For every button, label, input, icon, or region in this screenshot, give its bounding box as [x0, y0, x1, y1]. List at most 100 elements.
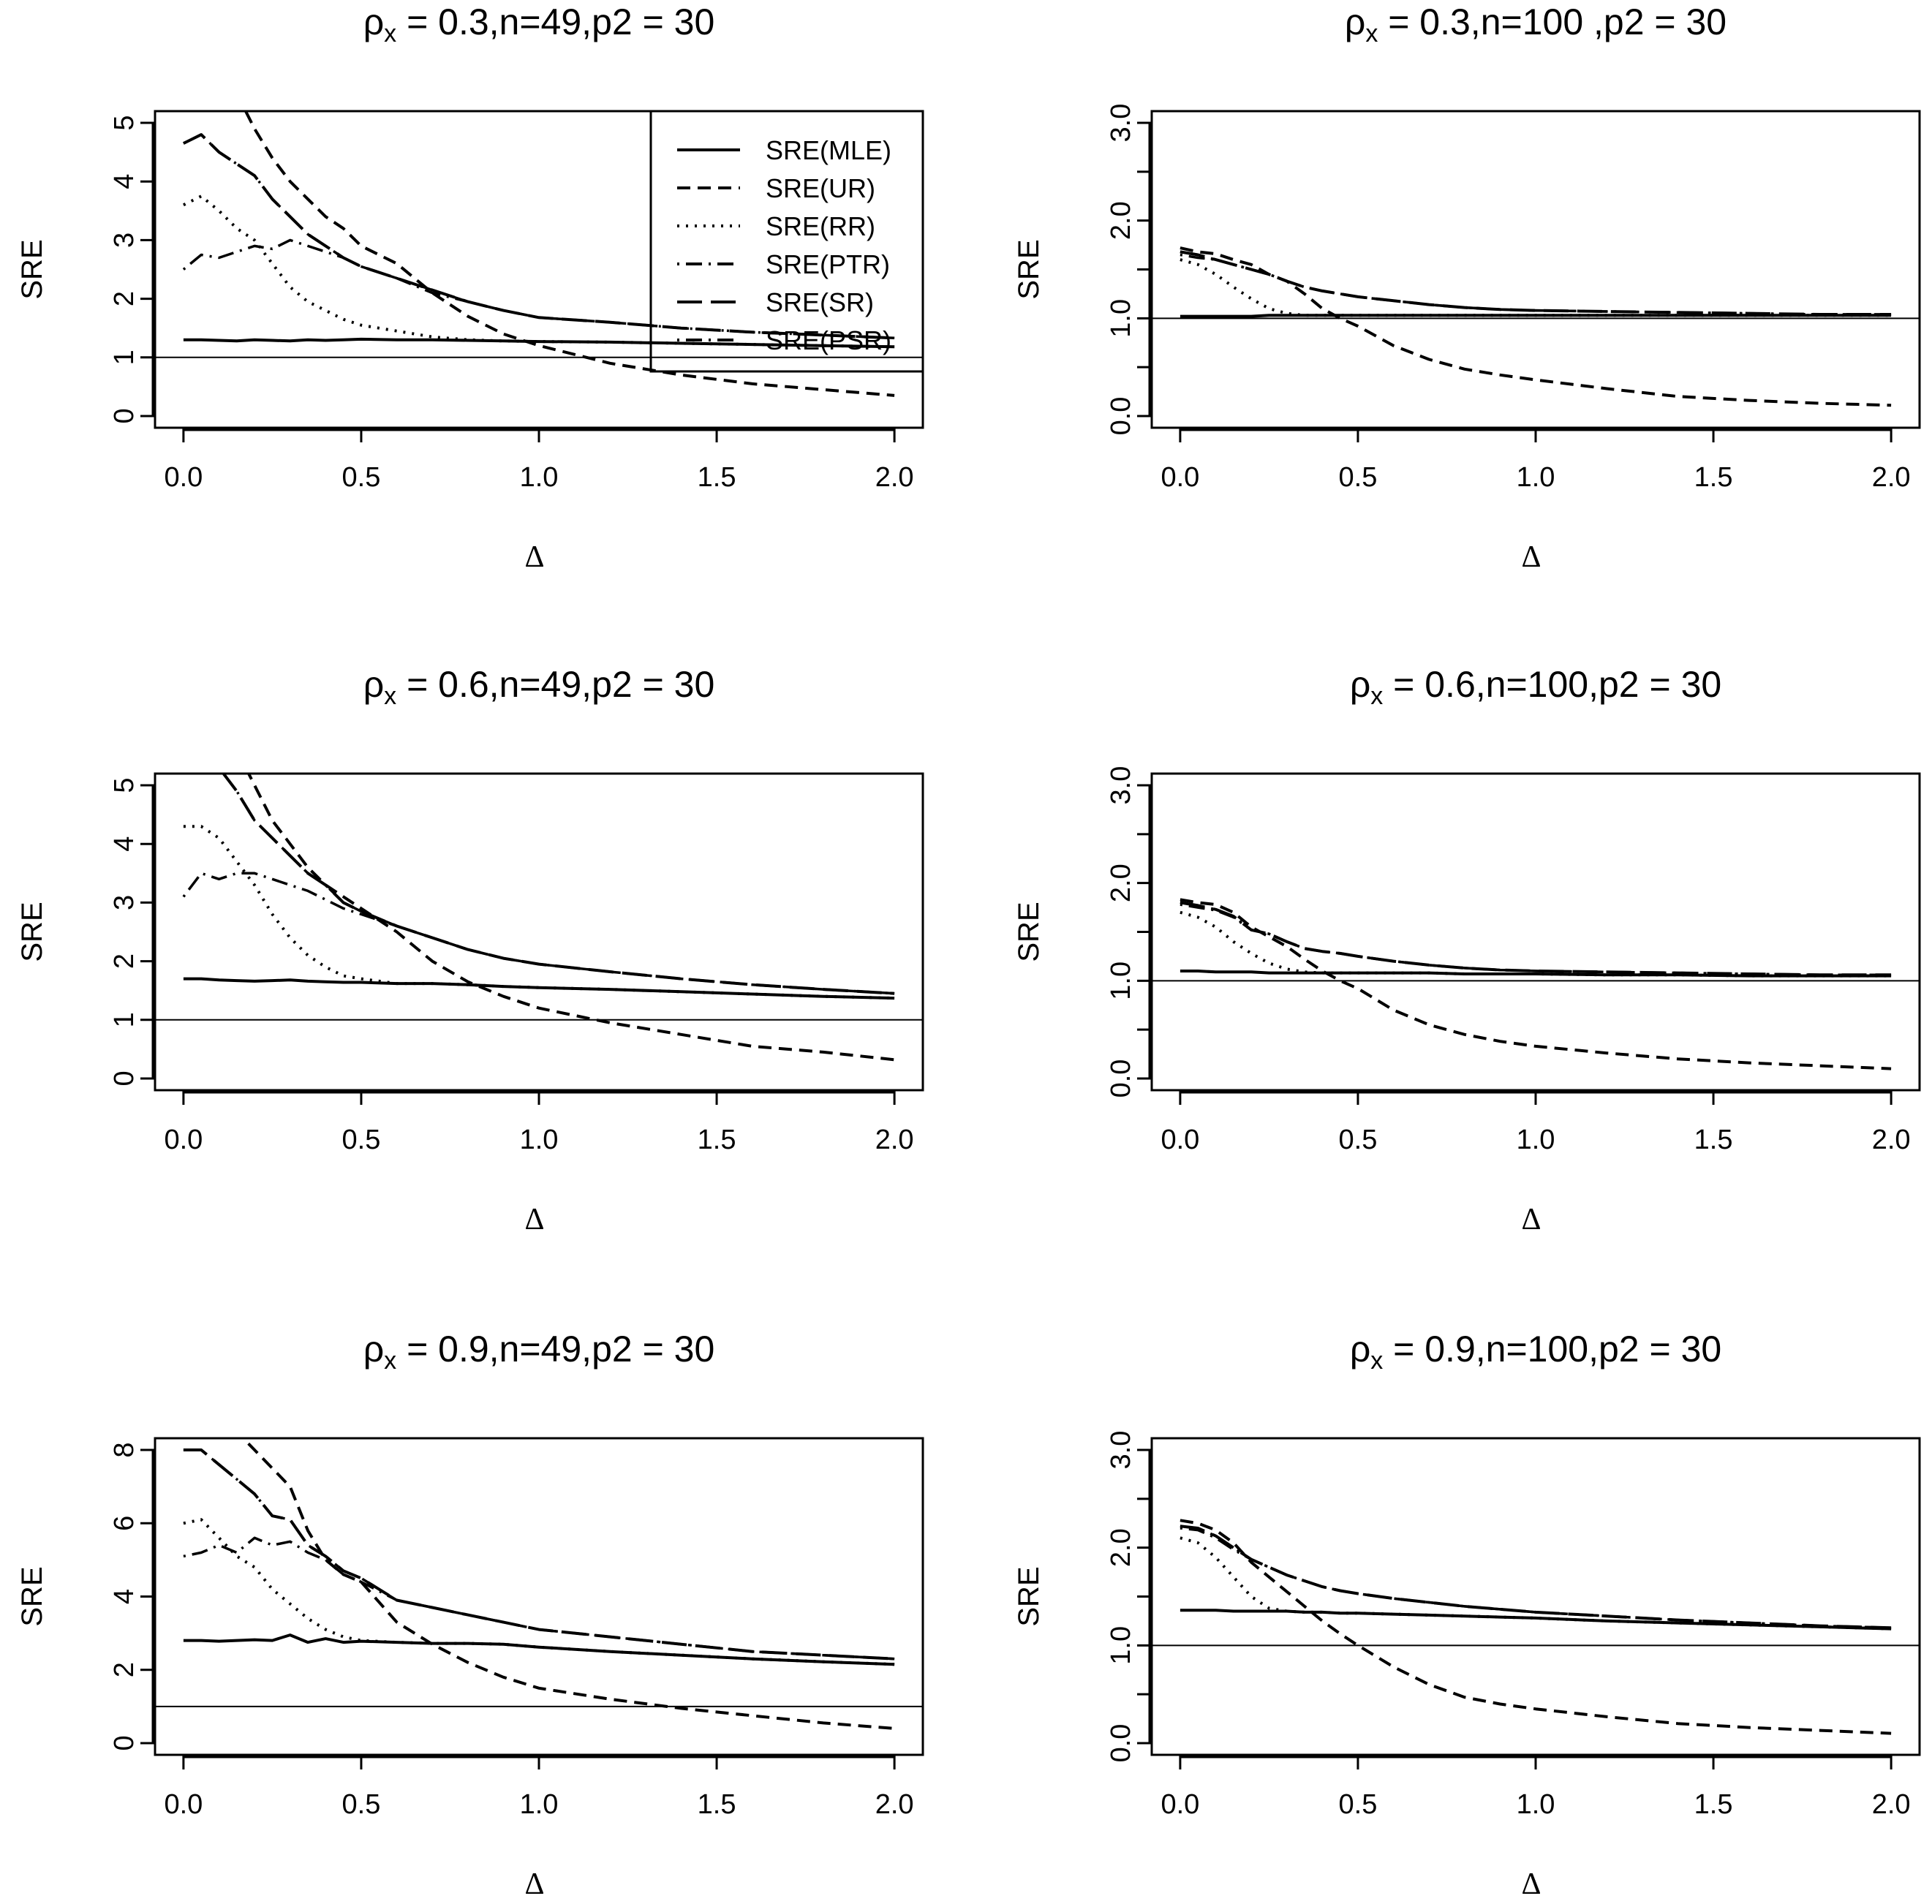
panel-title: ρx = 0.9,n=49,p2 = 30: [363, 1329, 715, 1375]
y-tick-label: 5: [109, 115, 140, 130]
x-tick-label: 0.0: [1161, 1789, 1199, 1820]
x-tick-label: 0.0: [164, 462, 203, 493]
x-tick-label: 0.5: [342, 462, 381, 493]
x-axis-label: Δ: [1521, 1867, 1541, 1901]
y-tick-label: 1: [109, 1012, 140, 1027]
y-tick-label: 4: [109, 174, 140, 189]
plot-frame: [1150, 110, 1921, 429]
y-tick-label: 4: [109, 1589, 140, 1604]
x-tick-label: 1.5: [698, 462, 736, 493]
y-tick-label: 3.0: [1106, 1431, 1136, 1470]
y-tick-label: 6: [109, 1516, 140, 1531]
y-tick-label: 3.0: [1106, 766, 1136, 805]
series-line-sre-ur: [1180, 1519, 1892, 1735]
series-line-sre-psr: [183, 133, 895, 340]
series-line-sre-ptr: [1180, 253, 1892, 316]
series-line-sre-mle: [1180, 314, 1892, 318]
y-tick-label: 1: [109, 350, 140, 365]
x-tick-label: 1.0: [520, 1789, 559, 1820]
x-tick-label: 0.5: [342, 1125, 381, 1155]
x-tick-label: 2.0: [875, 462, 914, 493]
y-tick-label: 5: [109, 777, 140, 793]
chart-panel-4: ρx = 0.6,n=100,p2 = 30 0.0 0.5 1.0 1.5 2.0 0.0…: [1013, 664, 1921, 1236]
series-line-sre-ur: [1180, 898, 1892, 1070]
y-tick-label: 3: [109, 895, 140, 910]
legend: SRE(MLE) SRE(UR) SRE(RR) SRE(PTR) SRE(SR) SRE…: [649, 110, 924, 373]
y-tick-label: 2: [109, 1662, 140, 1677]
y-axis-label: SRE: [16, 902, 48, 962]
x-tick-label: 1.0: [520, 1125, 559, 1155]
series-line-sre-psr: [222, 774, 895, 995]
chart-panel-1: ρx = 0.3,n=49,p2 = 30 0.0 0.5 1.0 1.5 2.0 0 1 2 3…: [16, 1, 924, 574]
chart-panel-2: ρx = 0.3,n=100 ,p2 = 30 0.0 0.5 1.0 1.5 2.0 0.…: [1013, 1, 1921, 574]
y-axis-label: SRE: [1013, 1566, 1045, 1626]
y-tick-label: 1.0: [1106, 299, 1136, 338]
x-tick-label: 0.5: [1339, 1789, 1378, 1820]
legend-box: [649, 110, 924, 373]
legend-label: SRE(MLE): [766, 135, 891, 165]
series-line-sre-rr: [1180, 910, 1892, 978]
y-tick-label: 0.0: [1106, 1059, 1136, 1098]
series-line-sre-ptr: [182, 238, 895, 340]
x-tick-label: 2.0: [1872, 1789, 1911, 1820]
series-line-sre-rr: [183, 1518, 895, 1666]
panel-title: ρx = 0.3,n=100 ,p2 = 30: [1345, 1, 1727, 48]
chart-panel-6: ρx = 0.9,n=100,p2 = 30 0.0 0.5 1.0 1.5 2.0 0.0…: [1013, 1329, 1921, 1901]
panel-title: ρx = 0.6,n=49,p2 = 30: [363, 664, 715, 710]
x-tick-label: 0.0: [164, 1125, 203, 1155]
series-line-sre-ptr: [183, 1536, 895, 1661]
y-tick-label: 3.0: [1106, 104, 1136, 143]
x-tick-label: 1.0: [520, 462, 559, 493]
x-tick-label: 1.5: [698, 1125, 736, 1155]
series-line-sre-ptr: [1180, 903, 1892, 977]
x-tick-label: 0.5: [342, 1789, 381, 1820]
y-tick-label: 1.0: [1106, 962, 1136, 1000]
series-line-sre-sr: [1180, 250, 1892, 316]
x-tick-label: 2.0: [1872, 1125, 1911, 1155]
plot-frame: [1150, 1437, 1921, 1756]
y-tick-label: 0: [109, 408, 140, 423]
series-line-sre-rr: [1180, 1536, 1892, 1631]
x-tick-label: 1.0: [1517, 1789, 1555, 1820]
series-group: [1180, 246, 1892, 407]
x-tick-label: 1.5: [1694, 1789, 1733, 1820]
series-line-sre-ptr: [182, 872, 895, 995]
series-line-sre-psr: [1180, 1525, 1892, 1630]
x-tick-label: 2.0: [1872, 462, 1911, 493]
y-tick-label: 3: [109, 233, 140, 248]
legend-label: SRE(PTR): [766, 249, 890, 279]
series-line-sre-rr: [183, 825, 895, 1000]
x-axis-label: Δ: [524, 1203, 544, 1236]
x-axis-label: Δ: [524, 540, 544, 574]
series-line-sre-psr: [1180, 901, 1892, 977]
y-axis-label: SRE: [16, 1566, 48, 1626]
chart-panel-5: ρx = 0.9,n=49,p2 = 30 0.0 0.5 1.0 1.5 2.0 0 2 4 6…: [16, 1329, 924, 1901]
x-axis-label: Δ: [1521, 540, 1541, 574]
series-line-sre-ur: [246, 774, 895, 1062]
legend-label: SRE(RR): [766, 211, 875, 241]
series-group: [182, 774, 895, 1062]
y-tick-label: 2.0: [1106, 864, 1136, 902]
plot-frame: [154, 772, 924, 1092]
x-tick-label: 2.0: [875, 1125, 914, 1155]
x-tick-label: 1.0: [1517, 462, 1555, 493]
series-line-sre-ur: [1180, 246, 1892, 407]
series-line-sre-rr: [1180, 258, 1892, 317]
y-axis-label: SRE: [1013, 239, 1045, 299]
x-tick-label: 0.5: [1339, 1125, 1378, 1155]
y-axis-label: SRE: [16, 239, 48, 299]
y-tick-label: 2.0: [1106, 1528, 1136, 1567]
series-group: [182, 111, 895, 397]
y-tick-label: 2: [109, 953, 140, 969]
panel-title: ρx = 0.6,n=100,p2 = 30: [1350, 664, 1721, 710]
y-tick-label: 0: [109, 1070, 140, 1086]
plot-frame: [154, 1437, 924, 1756]
panel-title: ρx = 0.9,n=100,p2 = 30: [1350, 1329, 1721, 1375]
y-axis-label: SRE: [1013, 902, 1045, 962]
x-tick-label: 1.5: [698, 1789, 736, 1820]
legend-label: SRE(SR): [766, 287, 874, 317]
plot-frame: [1150, 772, 1921, 1092]
y-tick-label: 0.0: [1106, 397, 1136, 436]
series-line-sre-rr: [183, 194, 895, 349]
x-tick-label: 0.0: [164, 1789, 203, 1820]
